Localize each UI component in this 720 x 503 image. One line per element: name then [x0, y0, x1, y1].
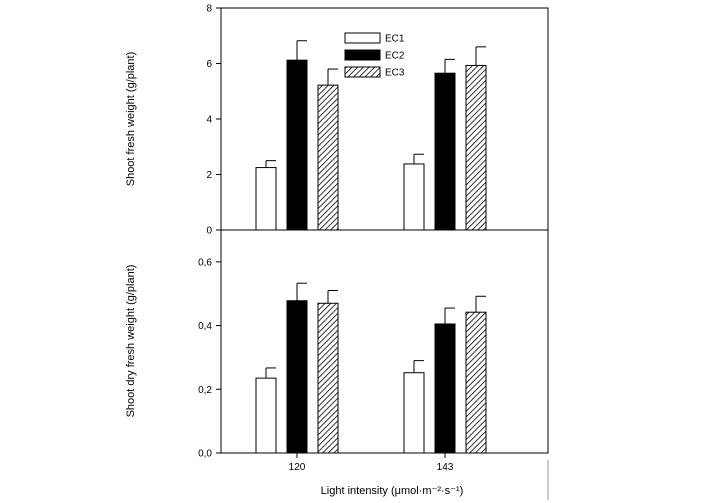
top-y-axis-title: Shoot fresh weight (g/plant) [125, 52, 137, 187]
bottom-bars [255, 282, 487, 454]
top-bar-ec1-120 [255, 167, 277, 231]
x-tick-label: 120 [289, 462, 306, 473]
bottom-bar-ec2-143 [434, 323, 456, 454]
legend-label-ec1: EC1 [385, 34, 405, 45]
top-bar-ec3-120 [317, 84, 339, 231]
x-axis-title: Light intensity (μmol·m⁻²·s⁻¹) [321, 485, 464, 497]
bottom-bar-ec3-120 [317, 302, 339, 454]
x-tick-label: 143 [437, 462, 454, 473]
top-bar-ec2-120 [286, 59, 308, 231]
x-axis: 120 143 [289, 453, 454, 473]
top-panel: 0 2 4 6 8 Shoot fresh weight (g/plant) [125, 4, 549, 237]
bottom-panel: 0,0 0,2 0,4 0,6 Shoot dry fresh weight (g/p… [125, 229, 549, 460]
top-bars [255, 40, 487, 231]
bottom-y-axis-title: Shoot dry fresh weight (g/plant) [125, 265, 137, 418]
bottom-y-tick-label: 0,0 [198, 449, 212, 460]
bottom-y-tick-label: 0,4 [198, 321, 212, 332]
top-y-tick-label: 2 [206, 170, 212, 181]
legend-swatch-ec3 [344, 66, 381, 78]
top-y-tick-label: 8 [206, 4, 212, 15]
top-bar-ec3-143 [465, 64, 487, 231]
top-y-tick-label: 6 [206, 59, 212, 70]
bottom-bar-ec2-120 [286, 300, 308, 454]
top-y-axis: 0 2 4 6 8 [206, 4, 221, 237]
legend-swatch-ec1 [344, 32, 381, 44]
bottom-bar-ec1-120 [255, 377, 277, 454]
top-bar-ec2-143 [434, 72, 456, 231]
bottom-y-tick-label: 0,6 [198, 257, 212, 268]
legend-label-ec2: EC2 [385, 51, 405, 62]
bottom-bar-ec1-143 [403, 372, 425, 454]
top-y-tick-label: 4 [206, 115, 212, 126]
legend-label-ec3: EC3 [385, 68, 405, 79]
legend: EC1 EC2 EC3 [344, 32, 405, 79]
legend-swatch-ec2 [344, 49, 381, 61]
bottom-y-tick-label: 0,2 [198, 385, 212, 396]
top-bar-ec1-143 [403, 163, 425, 231]
bottom-bar-ec3-143 [465, 311, 487, 454]
bottom-panel-frame [220, 229, 549, 454]
top-y-tick-label: 0 [206, 226, 212, 237]
bottom-y-axis: 0,0 0,2 0,4 0,6 [198, 257, 221, 460]
